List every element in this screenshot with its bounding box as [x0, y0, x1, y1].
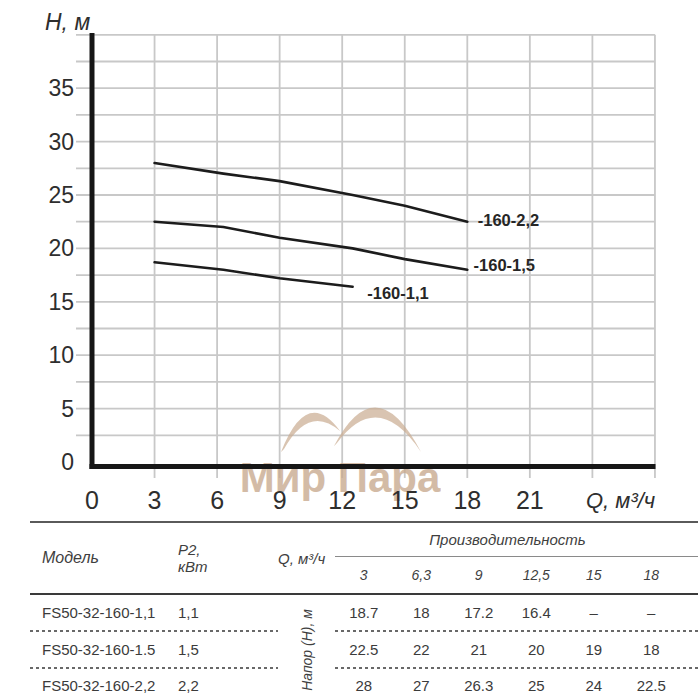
y-axis-title: H, м	[45, 9, 90, 35]
x-tick-label: 18	[453, 486, 481, 514]
table-row: FS50-32-160-1.5 1,5 22.5 22 21 20 19 18	[30, 632, 698, 667]
head-value: 18.7	[335, 604, 393, 621]
pump-curve	[155, 163, 468, 222]
row-separator	[30, 667, 698, 669]
col-header-p2: P2, кВт	[178, 523, 278, 593]
performance-subheaders: 3 6,3 9 12,5 15 18	[335, 557, 698, 593]
y-tick-label: 20	[48, 235, 74, 261]
y-tick-label: 25	[48, 182, 74, 208]
row-values: 28 27 26.3 25 24 22.5	[335, 677, 698, 694]
subheader-q9: 9	[450, 567, 508, 583]
col-header-p2-line2: кВт	[178, 558, 278, 575]
y-tick-label: 10	[48, 342, 74, 368]
x-tick-label: 6	[210, 486, 224, 514]
pump-curve	[155, 222, 468, 270]
watermark-arc-right	[334, 407, 421, 452]
col-header-q-label: Q, м³/ч	[278, 550, 325, 567]
y-tick-label: 0	[61, 449, 74, 475]
curve-label: -160-1,5	[474, 256, 535, 274]
row-values: 22.5 22 21 20 19 18	[335, 641, 698, 658]
x-tick-label: 9	[273, 486, 287, 514]
performance-group-title: Производительность	[335, 523, 698, 557]
col-group-performance: Производительность 3 6,3 9 12,5 15 18	[335, 523, 698, 593]
table-row: FS50-32-160-1,1 1,1 18.7 18 17.2 16.4 – …	[30, 595, 698, 630]
pump-table: Модель P2, кВт Q, м³/ч Производительност…	[30, 521, 698, 700]
curve-label: -160-1,1	[367, 284, 428, 302]
y-tick-label: 15	[48, 289, 74, 315]
head-value: –	[565, 604, 623, 621]
row-separator	[30, 630, 698, 632]
pump-curves-chart: Мир Пара05101520253035036912151821H, мQ,…	[0, 0, 700, 517]
y-tick-label: 5	[61, 396, 74, 422]
table-body: FS50-32-160-1,1 1,1 18.7 18 17.2 16.4 – …	[30, 595, 698, 700]
p2-value: 1,5	[178, 641, 278, 658]
col-header-model: Модель	[30, 523, 178, 593]
head-value: 17.2	[450, 604, 508, 621]
x-tick-label: 0	[85, 486, 99, 514]
col-header-model-label: Модель	[42, 549, 99, 567]
head-value: 20	[508, 641, 566, 658]
subheader-q12-5: 12,5	[508, 567, 566, 583]
col-header-p2-line1: P2,	[178, 541, 278, 558]
y-tick-label: 35	[48, 75, 74, 101]
x-tick-label: 12	[328, 486, 356, 514]
x-tick-label: 21	[516, 486, 544, 514]
head-value: 18	[623, 641, 681, 658]
subheader-q18: 18	[623, 567, 681, 583]
subheader-q6-3: 6,3	[393, 567, 451, 583]
head-value: –	[623, 604, 681, 621]
x-tick-label: 15	[391, 486, 419, 514]
head-value: 22	[393, 641, 451, 658]
p2-value: 1,1	[178, 604, 278, 621]
head-value: 18	[393, 604, 451, 621]
head-value: 16.4	[508, 604, 566, 621]
curve-label: -160-2,2	[478, 211, 539, 229]
head-value: 24	[565, 677, 623, 694]
head-value: 22.5	[335, 641, 393, 658]
head-value: 22.5	[623, 677, 681, 694]
model-name: FS50-32-160-1,1	[30, 604, 178, 621]
head-value: 25	[508, 677, 566, 694]
head-value: 28	[335, 677, 393, 694]
p2-value: 2,2	[178, 677, 278, 694]
row-values: 18.7 18 17.2 16.4 – –	[335, 604, 698, 621]
watermark-arc-left	[281, 413, 340, 452]
model-name: FS50-32-160-1.5	[30, 641, 178, 658]
head-value: 26.3	[450, 677, 508, 694]
head-value: 27	[393, 677, 451, 694]
head-value: 21	[450, 641, 508, 658]
model-name: FS50-32-160-2,2	[30, 677, 178, 694]
table-row: FS50-32-160-2,2 2,2 28 27 26.3 25 24 22.…	[30, 669, 698, 700]
table-header: Модель P2, кВт Q, м³/ч Производительност…	[30, 523, 698, 595]
x-axis-title: Q, м³/ч	[586, 488, 655, 513]
x-tick-label: 3	[148, 486, 162, 514]
y-tick-label: 30	[48, 129, 74, 155]
col-header-q: Q, м³/ч	[278, 523, 335, 593]
subheader-q3: 3	[335, 567, 393, 583]
head-value: 19	[565, 641, 623, 658]
subheader-q15: 15	[565, 567, 623, 583]
